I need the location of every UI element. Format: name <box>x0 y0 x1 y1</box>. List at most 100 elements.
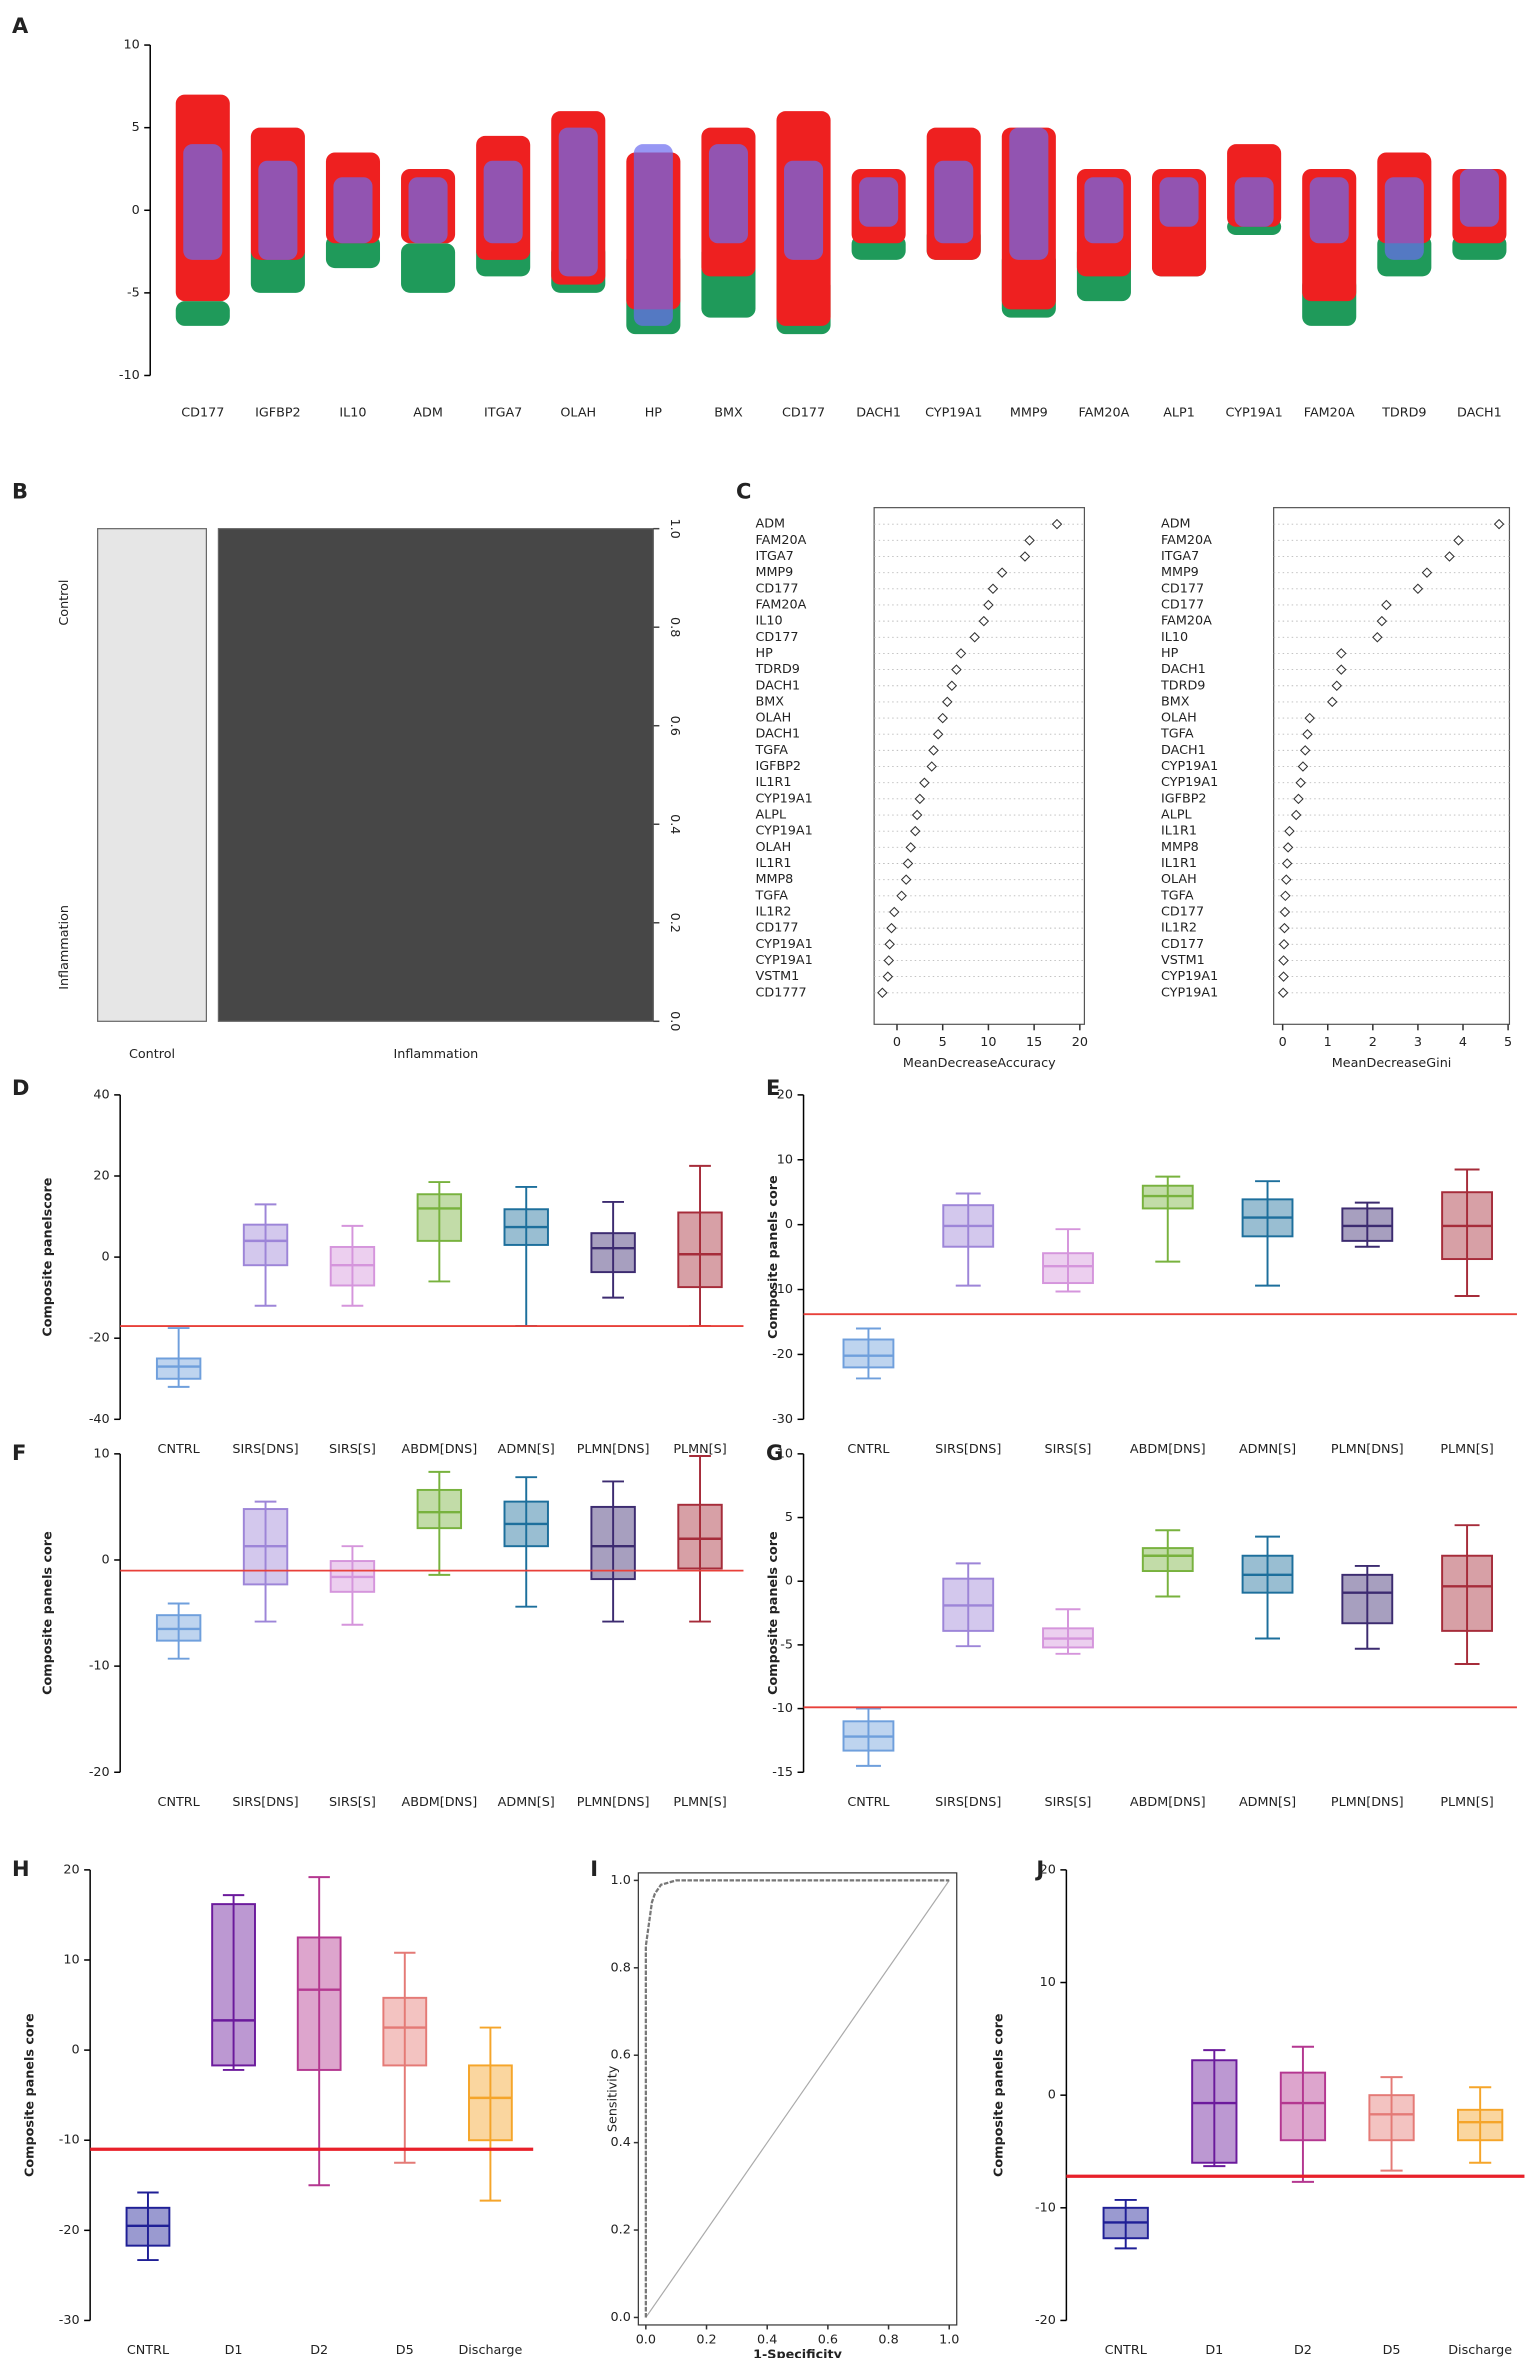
x-tick-label: DACH1 <box>1457 406 1502 421</box>
box <box>242 1223 289 1267</box>
range-band <box>1159 177 1199 227</box>
category-label: ITGA7 <box>755 549 793 564</box>
x-tick-label: 0.0 <box>636 2332 656 2347</box>
range-band <box>175 301 230 326</box>
range-band <box>1384 177 1424 260</box>
y-tick-label: 20 <box>63 1862 79 1877</box>
dot <box>1331 680 1343 692</box>
dot <box>877 987 888 999</box>
dot <box>955 648 967 659</box>
box <box>1042 1252 1094 1285</box>
x-tick-label: ADMN[S] <box>498 1795 555 1810</box>
category-label: HP <box>755 646 773 661</box>
x-tick-label: D5 <box>1383 2343 1401 2358</box>
x-axis-label: 1-Specificity <box>753 2347 843 2358</box>
dot <box>1453 535 1464 546</box>
box <box>590 1505 636 1581</box>
x-tick-label: SIRS[S] <box>1045 1795 1092 1810</box>
panel-letter: E <box>766 1075 780 1100</box>
dot <box>1327 696 1338 708</box>
category-label: IL1R1 <box>755 856 791 871</box>
y-category-label: Inflammation <box>57 905 72 990</box>
x-tick-label: PLMN[DNS] <box>577 1442 650 1457</box>
category-label: OLAH <box>1161 872 1197 887</box>
category-label: CYP19A1 <box>755 937 812 952</box>
category-label: IGFBP2 <box>1161 791 1207 806</box>
y-tick-label: 5 <box>785 1510 793 1525</box>
category-label: ALPL <box>755 808 787 823</box>
box <box>1341 1207 1394 1242</box>
category-label: DACH1 <box>755 678 800 693</box>
box <box>416 1488 463 1530</box>
range-band <box>708 144 748 244</box>
x-tick-label: BMX <box>714 406 743 421</box>
x-tick-label: ABDM[DNS] <box>401 1795 477 1810</box>
category-label: CD1777 <box>755 985 806 1000</box>
box <box>1457 2108 1504 2142</box>
x-tick-label: IGFBP2 <box>255 406 301 421</box>
category-label: CYP19A1 <box>755 824 812 839</box>
x-tick-label: ADMN[S] <box>1239 1795 1296 1810</box>
y-tick-label: -10 <box>59 2133 80 2148</box>
dot <box>1493 518 1505 530</box>
panel-letter: J <box>1034 1856 1044 1881</box>
y-axis-label: Sensitivity <box>605 2065 620 2132</box>
dot <box>987 583 999 595</box>
x-tick-label: CNTRL <box>1105 2343 1148 2358</box>
category-label: IGFBP2 <box>755 759 801 774</box>
y-tick-label: 0.4 <box>667 814 682 834</box>
panel-letter: G <box>766 1440 783 1465</box>
dot <box>889 906 900 918</box>
x-tick-label: FAM20A <box>1304 406 1355 421</box>
x-tick-label: 0 <box>893 1035 901 1050</box>
category-label: CD177 <box>1161 904 1204 919</box>
box <box>842 1338 895 1369</box>
y-tick-label: -15 <box>772 1765 793 1780</box>
dot <box>1281 874 1292 885</box>
panel-letter: D <box>12 1075 29 1100</box>
y-tick-label: 0 <box>785 1217 793 1232</box>
range-band <box>408 177 448 244</box>
dot <box>1279 906 1291 918</box>
category-label: CD177 <box>755 921 798 936</box>
x-tick-label: D1 <box>1205 2343 1223 2358</box>
box <box>677 1503 723 1570</box>
y-tick-label: 1.0 <box>667 519 682 539</box>
dot <box>1019 551 1031 562</box>
x-tick-label: DACH1 <box>856 406 901 421</box>
category-label: ITGA7 <box>1161 549 1199 564</box>
x-tick-label: 0 <box>1279 1035 1287 1050</box>
x-tick-label: 0.6 <box>818 2332 838 2347</box>
box <box>468 2064 513 2142</box>
dot <box>910 825 921 837</box>
mosaic-tile <box>97 528 207 1022</box>
y-tick-label: 0.2 <box>611 2223 631 2238</box>
x-tick-label: HP <box>645 406 663 421</box>
panel-letter: I <box>590 1856 598 1881</box>
box <box>296 1936 342 2071</box>
dot <box>1290 809 1302 821</box>
y-tick-label: 0 <box>102 1552 110 1567</box>
range-band <box>633 144 673 326</box>
y-tick-label: 0 <box>785 1574 793 1589</box>
y-tick-label: -30 <box>59 2313 80 2328</box>
box <box>1279 2071 1327 2142</box>
y-tick-label: 10 <box>63 1952 79 1967</box>
category-label: CD177 <box>1161 937 1204 952</box>
y-tick-label: 0.0 <box>611 2310 631 2325</box>
category-label: CD177 <box>1161 581 1204 596</box>
range-band <box>483 160 523 244</box>
category-label: ADM <box>755 517 785 532</box>
panel-letter: C <box>736 479 751 504</box>
range-band <box>1234 177 1274 227</box>
box <box>211 1903 256 2067</box>
range-band <box>258 160 298 260</box>
category-label: TGFA <box>1160 888 1194 903</box>
panel-letter: B <box>12 479 28 504</box>
x-tick-label: D5 <box>396 2343 414 2358</box>
dot <box>1282 842 1294 853</box>
category-label: OLAH <box>755 840 791 855</box>
dot <box>1051 518 1063 530</box>
